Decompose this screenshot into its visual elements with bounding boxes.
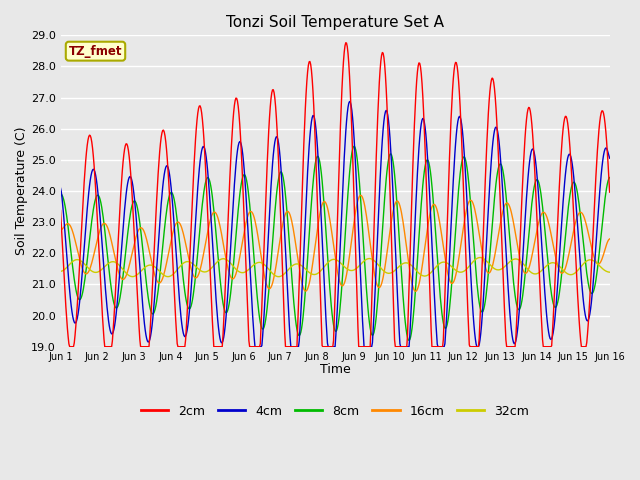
Legend: 2cm, 4cm, 8cm, 16cm, 32cm: 2cm, 4cm, 8cm, 16cm, 32cm <box>136 400 534 423</box>
Title: Tonzi Soil Temperature Set A: Tonzi Soil Temperature Set A <box>226 15 444 30</box>
Text: TZ_fmet: TZ_fmet <box>68 45 122 58</box>
X-axis label: Time: Time <box>320 363 351 376</box>
Y-axis label: Soil Temperature (C): Soil Temperature (C) <box>15 127 28 255</box>
